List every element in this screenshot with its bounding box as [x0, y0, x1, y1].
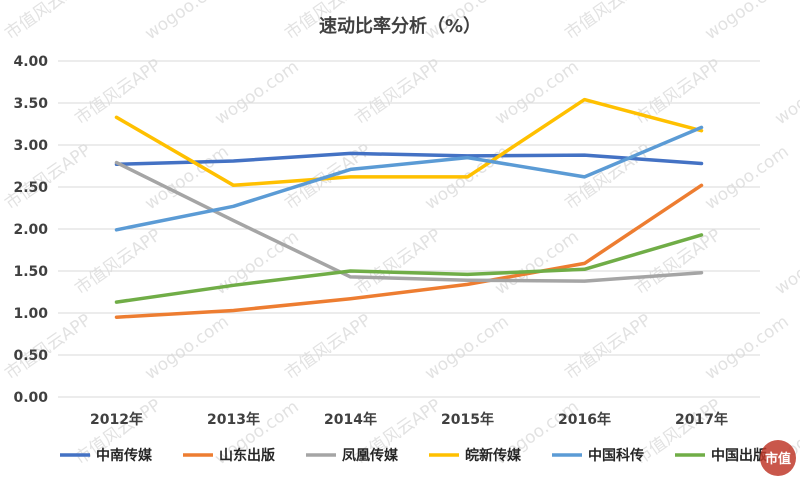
logo-badge	[760, 440, 796, 476]
chart-title: 速动比率分析（%）	[319, 15, 481, 37]
y-tick-label: 4.00	[13, 54, 48, 70]
x-axis: 2012年 2013年 2014年 2015年 2016年 2017年	[90, 411, 728, 428]
legend-label: 中南传媒	[96, 447, 153, 464]
watermark-text: wogoo.com	[771, 57, 800, 129]
legend: 中南传媒 山东出版 凤凰传媒 皖新传媒 中国科传 中国出版	[60, 447, 767, 464]
series-line	[114, 97, 704, 188]
series-line	[114, 151, 704, 167]
watermark-text: wogoo.com	[491, 227, 582, 299]
watermark-text: wogoo.com	[701, 0, 792, 44]
x-tick-label: 2014年	[324, 411, 377, 428]
watermark-text: 市值风云APP	[1, 0, 95, 44]
y-tick-label: 2.00	[13, 222, 48, 238]
y-tick-label: 0.00	[13, 390, 48, 406]
gridlines	[58, 60, 760, 398]
logo-text: 市值	[765, 451, 791, 467]
series-line	[114, 233, 704, 304]
watermark-text: 市值风云APP	[631, 55, 725, 129]
watermark-text: 市值风云APP	[351, 55, 445, 129]
watermark-layer: 市值风云APP wogoo.com 市值风云APP wogoo.com 市值风云APP w…	[1, 0, 800, 469]
legend-label: 山东出版	[219, 447, 275, 464]
x-tick-label: 2015年	[441, 411, 494, 428]
watermark-text: wogoo.com	[211, 57, 302, 129]
x-tick-label: 2016年	[558, 411, 611, 428]
y-tick-label: 1.50	[13, 264, 48, 280]
series-layer	[114, 97, 704, 319]
y-tick-label: 0.50	[13, 348, 48, 364]
legend-label: 皖新传媒	[465, 447, 522, 464]
watermark-text: 市值风云APP	[561, 0, 655, 44]
legend-label: 凤凰传媒	[342, 447, 399, 464]
watermark-text: 市值风云APP	[631, 225, 725, 299]
watermark-text: wogoo.com	[771, 227, 800, 299]
watermark-text: 市值风云APP	[281, 310, 375, 384]
x-tick-label: 2012年	[90, 411, 143, 428]
legend-label: 中国科传	[588, 447, 644, 464]
watermark-text: wogoo.com	[701, 142, 792, 214]
y-tick-label: 2.50	[13, 180, 48, 196]
watermark-text: wogoo.com	[421, 312, 512, 384]
series-line	[114, 125, 704, 232]
legend-label: 中国出版	[711, 447, 767, 464]
watermark-text: 市值风云APP	[561, 310, 655, 384]
watermark-text: wogoo.com	[491, 57, 582, 129]
watermark-text: wogoo.com	[701, 312, 792, 384]
x-tick-label: 2017年	[675, 411, 728, 428]
watermark-text: wogoo.com	[141, 312, 232, 384]
y-tick-label: 3.50	[13, 96, 48, 112]
brand-logo: 市值	[760, 440, 796, 476]
x-tick-label: 2013年	[207, 411, 260, 428]
series-line	[114, 183, 704, 319]
y-axis: 0.00 0.50 1.00 1.50 2.00 2.50 3.00 3.50 4.00	[13, 54, 48, 406]
watermark-text: 市值风云APP	[71, 225, 165, 299]
y-tick-label: 1.00	[13, 306, 48, 322]
y-tick-label: 3.00	[13, 138, 48, 154]
watermark-text: wogoo.com	[141, 0, 232, 44]
